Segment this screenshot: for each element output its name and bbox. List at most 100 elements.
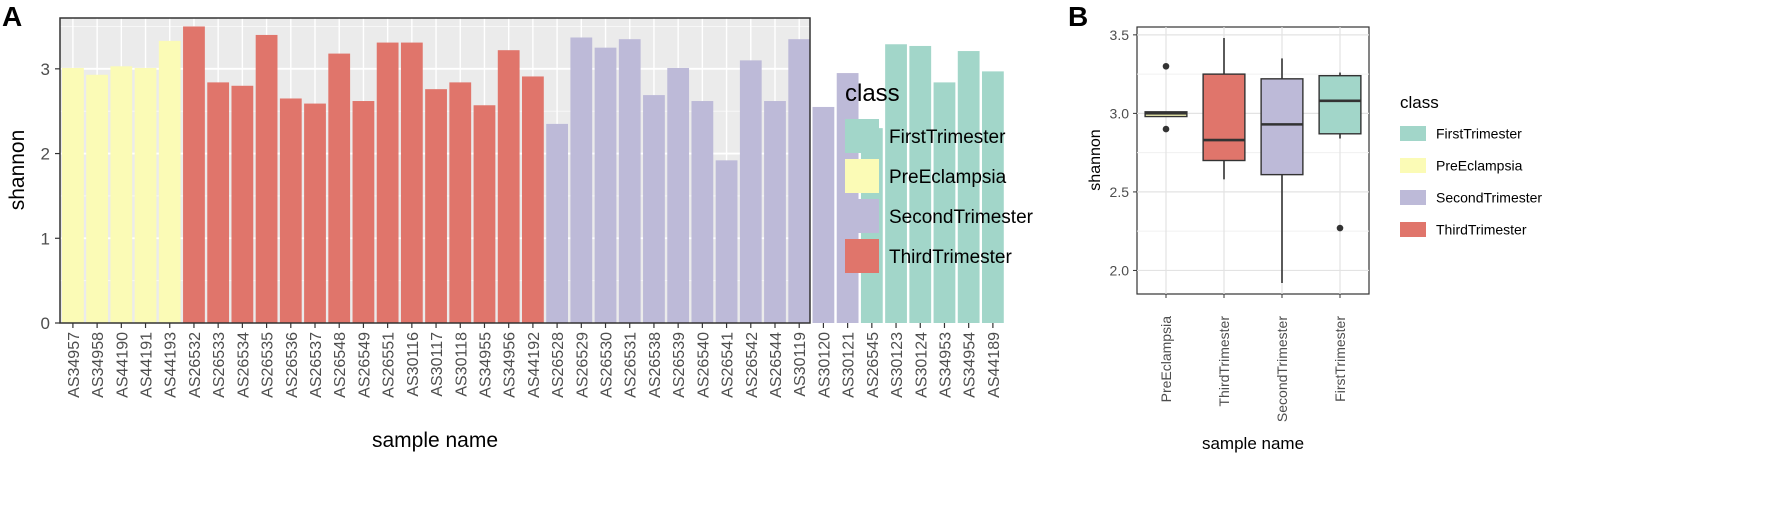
panel-a-x-tick-label: AS30116 [405,332,422,397]
panel-b-y-tick-label: 2.5 [1110,184,1130,200]
bar-AS26531 [618,39,641,324]
panel-a-y-axis: 0 1 2 3 [41,60,60,333]
panel-a-x-tick-label: AS30124 [913,332,930,398]
panel-a-y-tick-label: 1 [41,229,50,248]
panel-a-y-tick-label: 2 [41,145,50,164]
bar-AS26528 [546,123,568,324]
panel-a-legend-title: class [845,80,900,107]
panel-a-x-axis-title: sample name [372,429,498,452]
panel-a-legend-label: FirstTrimester [889,127,1006,148]
panel-a-plot-border [59,17,811,324]
panel-b-x-axis: PreEclampsia ThirdTrimester SecondTrimeste… [1158,294,1348,422]
bar-AS44190 [110,66,133,324]
panel-a-x-tick-label: AS26545 [865,332,882,398]
panel-b-x-tick-label: SecondTrimester [1274,316,1290,422]
panel-a-x-tick-label: AS26542 [744,332,761,398]
panel-a-x-tick-label: AS44192 [526,332,543,398]
bar-AS26532 [183,26,205,323]
panel-a-letter: A [2,1,22,32]
panel-b-y-axis-title: shannon [1087,129,1104,190]
panel-a-x-tick-label: AS26533 [211,332,228,398]
panel-a-x-tick-label: AS26529 [574,332,591,398]
panel-a-x-tick-label: AS44190 [114,332,131,398]
panel-a-x-tick-label: AS26535 [260,332,277,398]
panel-a-x-tick-label: AS26544 [768,332,785,398]
panel-a-x-tick-label: AS30120 [816,332,833,398]
panel-b-y-tick-label: 3.0 [1110,105,1130,121]
panel-a-x-tick-label: AS26531 [623,332,640,398]
panel-a-x-tick-label: AS26530 [599,332,616,398]
bar-AS26549 [352,101,375,324]
panel-a-x-tick-label: AS30119 [792,332,809,397]
bar-AS30118 [449,82,472,323]
panel-a-x-tick-label: AS26528 [550,332,567,398]
panel-b-legend-label: FirstTrimester [1436,126,1522,142]
panel-b-x-axis-title: sample name [1202,434,1304,453]
panel-a-y-axis-title: shannon [6,130,29,211]
panel-a-x-tick-label: AS26541 [720,332,737,398]
bar-AS34955 [473,105,496,323]
panel-a-legend-key [845,199,879,233]
bar-AS26539 [667,67,690,323]
bar-AS26542 [739,60,762,323]
panel-a-x-axis: AS34957 AS34958 AS44190 AS44191 AS44193 AS265… [66,323,1003,398]
panel-a-x-tick-label: AS44189 [986,332,1003,398]
panel-a-legend: class FirstTrimester PreEclampsia SecondTri… [845,80,1034,273]
panel-a-x-tick-label: AS26540 [695,332,712,398]
panel-b-x-tick-label: ThirdTrimester [1216,316,1232,407]
panel-b-y-tick-label: 3.5 [1110,27,1130,43]
panel-a-x-tick-label: AS34954 [962,332,979,398]
panel-a-legend-key [845,159,879,193]
panel-a-x-tick-label: AS26538 [647,332,664,398]
box-FirstTrimester-outlier [1336,224,1344,232]
panel-b-legend-title: class [1400,93,1439,112]
bar-AS30116 [400,42,423,323]
bar-AS30117 [425,89,447,324]
panel-a-y-tick-label: 3 [41,60,50,79]
panel-a-x-tick-label: AS26532 [187,332,204,398]
panel-a-x-tick-label: AS34953 [937,332,954,398]
bar-AS26534 [231,85,254,324]
box-FirstTrimester [1318,74,1362,135]
panel-a-x-tick-label: AS44191 [139,332,156,398]
panel-b-x-tick-label: FirstTrimester [1332,316,1348,402]
panel-b-x-tick-label: PreEclampsia [1158,316,1174,403]
panel-b-y-tick-label: 2.0 [1110,262,1130,278]
box-ThirdTrimester [1202,73,1246,162]
panel-a-x-tick-label: AS26534 [235,332,252,398]
bar-AS44189 [981,71,1004,323]
bar-AS44191 [134,67,157,323]
panel-b-y-axis: 2.0 2.5 3.0 3.5 [1110,27,1137,278]
panel-a-x-tick-label: AS44193 [163,332,180,398]
bar-AS34953 [933,82,956,323]
panel-b-legend-label: ThirdTrimester [1436,222,1527,238]
panel-a-legend-label: SecondTrimester [889,207,1034,228]
bar-AS44193 [158,40,181,323]
bar-AS30124 [909,45,932,323]
panel-a-x-tick-label: AS26549 [356,332,373,398]
bar-AS26551 [376,42,399,323]
bar-AS26537 [304,103,326,323]
bar-AS26535 [255,34,278,323]
panel-b-legend-label: SecondTrimester [1436,190,1542,206]
panel-a-x-tick-label: AS34955 [477,332,494,398]
bar-AS26538 [643,95,665,323]
panel-a-x-tick-label: AS34958 [90,332,107,398]
panel-b-legend-key [1400,190,1426,205]
panel-a-x-tick-label: AS26536 [284,332,301,398]
bar-AS30123 [885,44,907,324]
bar-AS26540 [691,101,714,324]
box-PreEclampsia-outlier [1162,125,1170,133]
panel-a-x-tick-label: AS30123 [889,332,906,398]
bar-AS30120 [812,106,835,323]
panel-a-x-tick-label: AS30118 [453,332,470,397]
panel-a-legend-label: PreEclampsia [889,167,1007,188]
bar-AS26530 [594,47,617,324]
box-PreEclampsia-outlier [1162,62,1170,70]
panel-a-x-tick-label: AS26539 [671,332,688,398]
panel-b-legend-key [1400,222,1426,237]
bar-AS26536 [279,98,302,323]
panel-b-letter: B [1068,1,1088,32]
panel-a-x-tick-label: AS30117 [429,332,446,397]
bar-AS34954 [957,51,980,324]
